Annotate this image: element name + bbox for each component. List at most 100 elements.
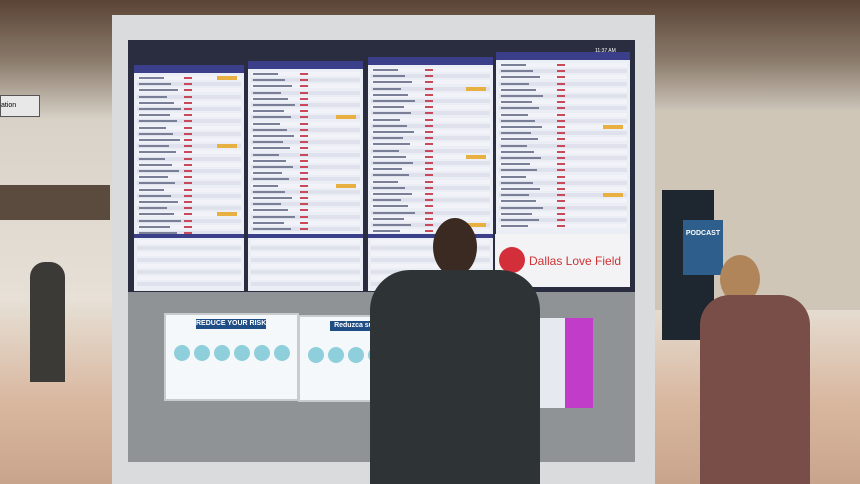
status — [336, 190, 356, 194]
flight-row — [137, 125, 241, 130]
status — [336, 221, 356, 225]
city — [139, 101, 174, 104]
city — [253, 159, 286, 162]
flight-row — [371, 161, 490, 165]
flight-row — [251, 246, 360, 250]
status — [336, 196, 356, 200]
city — [373, 193, 412, 195]
flight-row — [137, 276, 241, 280]
city — [139, 108, 181, 110]
code — [183, 132, 192, 135]
city — [501, 212, 532, 215]
status — [217, 150, 237, 154]
city — [501, 107, 539, 110]
status — [217, 132, 237, 136]
city — [373, 180, 398, 183]
city — [253, 172, 282, 175]
status — [466, 223, 486, 227]
flight-row — [371, 167, 490, 172]
code — [424, 69, 433, 71]
code — [424, 230, 433, 233]
status — [336, 97, 356, 101]
code — [183, 114, 192, 117]
city — [373, 211, 415, 214]
code — [424, 193, 433, 195]
status — [217, 126, 237, 130]
poster-title: REDUCE YOUR RISK — [196, 319, 266, 329]
city — [253, 184, 278, 187]
code — [300, 104, 309, 106]
flight-row — [371, 173, 490, 178]
code — [424, 106, 433, 109]
city — [139, 176, 168, 179]
status — [466, 68, 486, 72]
status — [217, 212, 237, 217]
city — [373, 162, 413, 164]
flight-row — [499, 125, 627, 129]
flight-row — [251, 183, 360, 188]
city — [253, 91, 281, 94]
city — [373, 112, 411, 115]
flight-row — [371, 105, 490, 110]
status — [336, 183, 356, 188]
flight-row — [251, 189, 360, 194]
city — [373, 100, 415, 102]
flight-row — [499, 63, 627, 67]
status — [603, 168, 623, 172]
flight-row — [251, 158, 360, 163]
flight-row — [371, 179, 490, 184]
flight-row — [137, 100, 241, 105]
code — [556, 169, 565, 172]
flight-row — [371, 99, 490, 103]
flight-row — [137, 94, 241, 99]
city — [139, 114, 170, 117]
city — [139, 132, 173, 135]
city — [139, 89, 178, 92]
flight-row — [499, 199, 627, 204]
city — [373, 137, 403, 140]
flight-row — [137, 282, 241, 286]
status — [217, 113, 237, 117]
status — [466, 167, 486, 171]
code — [300, 166, 309, 168]
code — [300, 172, 309, 175]
status — [336, 146, 356, 150]
city — [139, 77, 164, 79]
city — [501, 88, 536, 91]
city — [253, 135, 294, 137]
status — [336, 122, 356, 126]
status — [603, 224, 623, 228]
code — [300, 97, 309, 100]
code — [300, 221, 309, 224]
code — [556, 113, 565, 116]
flight-row — [371, 68, 490, 72]
code — [424, 87, 433, 90]
code — [424, 149, 433, 152]
status — [466, 149, 486, 153]
code — [300, 135, 309, 137]
status — [217, 101, 237, 105]
status — [336, 103, 356, 107]
flight-row — [499, 118, 627, 123]
status — [603, 212, 623, 216]
city — [373, 174, 409, 177]
code — [424, 186, 433, 189]
code — [424, 224, 433, 226]
status — [603, 82, 623, 86]
city — [373, 199, 401, 202]
code — [183, 108, 192, 110]
status — [336, 134, 356, 138]
code — [424, 118, 433, 121]
status — [603, 137, 623, 141]
city — [139, 163, 172, 166]
flight-row — [251, 264, 360, 268]
flight-row — [499, 87, 627, 92]
panel-header: DEPARTURES — [138, 66, 173, 72]
status — [603, 113, 623, 117]
status — [466, 99, 486, 103]
status — [466, 105, 486, 109]
flight-row — [499, 224, 627, 229]
code — [424, 124, 433, 127]
code — [183, 95, 192, 98]
